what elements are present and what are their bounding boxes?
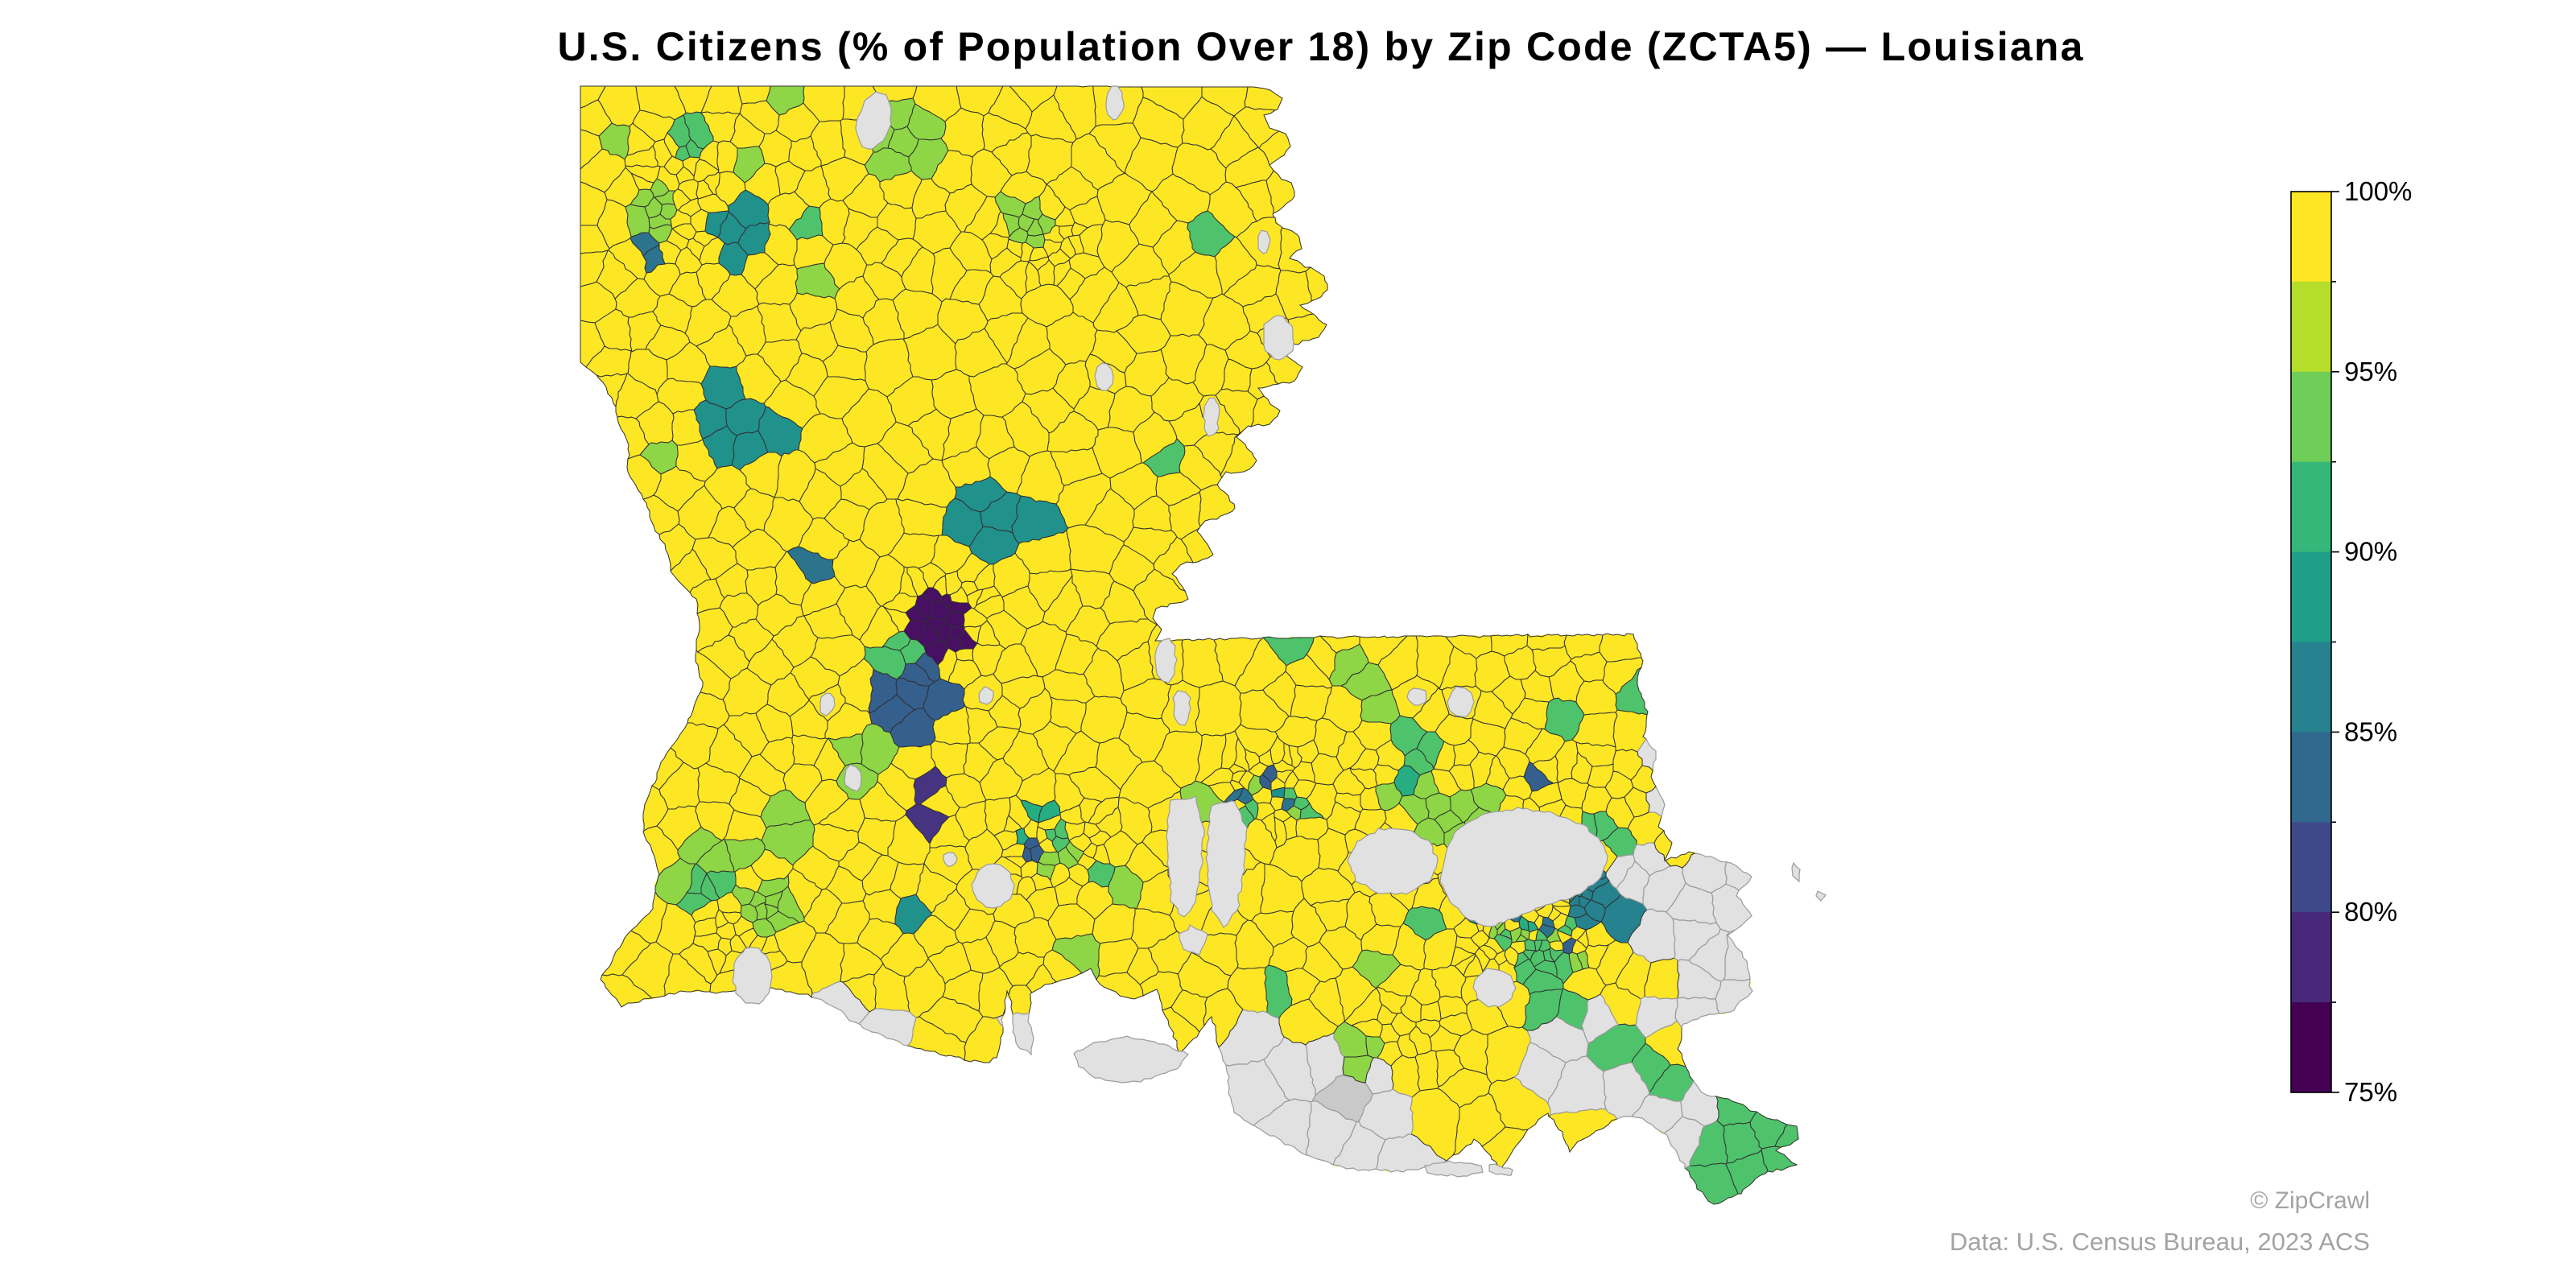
svg-text:85%: 85%: [2344, 716, 2397, 746]
svg-text:90%: 90%: [2344, 537, 2397, 567]
svg-text:Data: U.S. Census Bureau, 2023: Data: U.S. Census Bureau, 2023 ACS: [1950, 1228, 2370, 1256]
svg-text:80%: 80%: [2344, 897, 2397, 927]
svg-text:© ZipCrawl: © ZipCrawl: [2250, 1187, 2370, 1214]
svg-text:75%: 75%: [2344, 1077, 2397, 1107]
svg-text:95%: 95%: [2344, 357, 2397, 386]
svg-text:100%: 100%: [2344, 176, 2412, 206]
svg-text:U.S. Citizens (% of Population: U.S. Citizens (% of Population Over 18) …: [557, 24, 2084, 69]
